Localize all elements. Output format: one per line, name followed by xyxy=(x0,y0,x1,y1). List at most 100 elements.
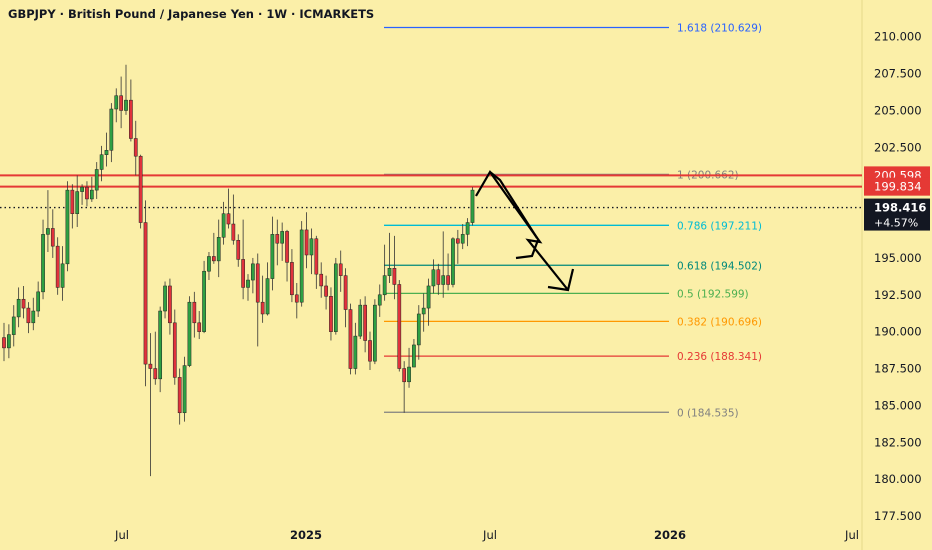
candle-body xyxy=(148,363,153,369)
candle-body xyxy=(109,108,114,151)
candle xyxy=(455,229,460,264)
time-tick-label: 2025 xyxy=(290,528,322,542)
projection-arrowhead-2[interactable] xyxy=(547,268,575,292)
candle-body xyxy=(177,377,182,414)
candle-body xyxy=(319,273,324,287)
candle-body xyxy=(446,275,450,285)
candle xyxy=(382,244,387,301)
projection-arrowhead-1[interactable] xyxy=(515,239,540,260)
candle-body xyxy=(99,154,104,170)
candle-body xyxy=(343,275,348,310)
candle-body xyxy=(309,238,314,256)
candle-body xyxy=(363,304,367,341)
candle xyxy=(407,347,411,388)
drawn-arrows[interactable] xyxy=(475,169,575,292)
candle-body xyxy=(368,340,372,362)
symbol-title: GBPJPY · British Pound / Japanese Yen · … xyxy=(8,7,375,21)
candle-body xyxy=(153,368,158,380)
candle xyxy=(402,361,407,413)
candle-body xyxy=(41,234,45,293)
candle xyxy=(270,216,275,291)
candlestick-series xyxy=(2,64,475,477)
time-tick-label: Jul xyxy=(844,528,859,542)
last-price-change: +4.57% xyxy=(874,217,918,230)
candle-body xyxy=(441,275,446,285)
candle-body xyxy=(285,231,289,263)
projection-arrow-path[interactable] xyxy=(475,169,569,291)
candle-body xyxy=(392,268,397,285)
candle-body xyxy=(314,238,319,275)
candle-body xyxy=(221,213,226,238)
price-tick-label: 190.000 xyxy=(874,325,922,339)
price-tick-label: 182.500 xyxy=(874,435,922,449)
candle xyxy=(26,302,31,334)
candle xyxy=(119,76,123,129)
candle xyxy=(80,184,84,205)
candle-body xyxy=(470,189,475,223)
price-tick-label: 202.500 xyxy=(874,140,922,154)
candle xyxy=(89,176,94,202)
time-tick-label: 2026 xyxy=(654,528,686,542)
candle xyxy=(41,219,45,300)
candle-body xyxy=(50,228,55,247)
candle xyxy=(231,194,236,245)
candle xyxy=(324,275,328,310)
price-axis[interactable]: 210.000207.500205.000202.500200.000197.5… xyxy=(874,30,922,523)
fib-level-label-0-786: 0.786 (197.211) xyxy=(677,220,762,232)
candle xyxy=(55,237,60,295)
resistance-price-tag-text: 199.834 xyxy=(874,180,922,194)
fib-level-label-0: 0 (184.535) xyxy=(677,407,739,419)
candle-body xyxy=(358,304,363,337)
time-axis[interactable]: Jul 2025 Jul 2026 Jul xyxy=(114,528,859,542)
candle xyxy=(133,120,138,176)
candle-body xyxy=(11,316,16,335)
candle-body xyxy=(192,301,197,324)
candle xyxy=(114,88,119,123)
candle xyxy=(236,234,241,267)
candle-body xyxy=(46,228,50,235)
candle xyxy=(285,229,289,282)
candle xyxy=(470,187,475,226)
price-tick-label: 180.000 xyxy=(874,472,922,486)
candle-body xyxy=(451,238,455,285)
candle-body xyxy=(397,284,402,369)
candle-body xyxy=(182,365,187,414)
candle xyxy=(226,188,231,229)
last-price-value: 198.416 xyxy=(874,201,926,215)
candle xyxy=(168,278,172,335)
fibonacci-retracement[interactable]: 1.618 (210.629)1 (200.662)0.786 (197.211… xyxy=(384,22,762,419)
candle xyxy=(343,268,348,328)
candle-body xyxy=(416,313,421,346)
candle xyxy=(314,235,319,289)
candle xyxy=(441,231,446,298)
candle-body xyxy=(75,191,80,214)
candle-body xyxy=(89,189,94,200)
candle-body xyxy=(124,99,128,111)
fib-level-label-0-382: 0.382 (190.696) xyxy=(677,316,762,328)
candle xyxy=(221,201,226,245)
candle-body xyxy=(80,186,84,192)
candle-body xyxy=(465,222,470,235)
candle xyxy=(348,303,353,375)
candle-body xyxy=(338,263,343,276)
candle xyxy=(2,322,6,362)
candle xyxy=(280,222,285,261)
candle xyxy=(36,281,41,317)
candle-body xyxy=(246,279,250,288)
candle xyxy=(436,263,441,295)
projection-arrow-inner[interactable] xyxy=(489,171,538,239)
candle xyxy=(202,260,206,334)
candle xyxy=(7,324,11,359)
candle-body xyxy=(299,229,304,303)
fib-level-label-1-618: 1.618 (210.629) xyxy=(677,22,762,34)
candle-body xyxy=(412,344,416,368)
candle-body xyxy=(241,259,245,288)
candle xyxy=(197,311,202,340)
candle xyxy=(304,212,309,269)
candle xyxy=(290,249,294,303)
candle-body xyxy=(348,309,353,369)
candle xyxy=(329,287,333,341)
resistance-lines[interactable] xyxy=(0,174,862,209)
candle xyxy=(251,257,255,294)
